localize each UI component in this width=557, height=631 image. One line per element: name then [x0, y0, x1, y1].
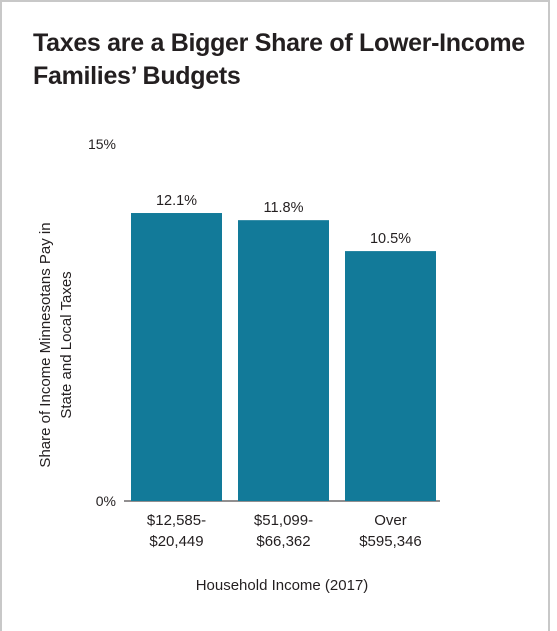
data-label-3: 10.5% — [370, 231, 411, 247]
y-axis-title-line-1: Share of Income Minnesotans Pay in — [37, 222, 54, 467]
bar-3 — [345, 251, 436, 501]
plot-area: 15% 0% Household Income (2017) Share of … — [37, 136, 440, 594]
y-tick-label-max: 15% — [88, 136, 116, 152]
y-tick-label-zero: 0% — [96, 493, 116, 509]
category-label-2-line-2: $66,362 — [256, 533, 310, 550]
y-axis-title-line-2: State and Local Taxes — [58, 271, 75, 418]
bar-2 — [238, 220, 329, 501]
category-label-3-line-2: $595,346 — [359, 533, 422, 550]
x-axis-title: Household Income (2017) — [196, 577, 369, 594]
data-label-1: 12.1% — [156, 193, 197, 209]
chart-title-line-1: Taxes are a Bigger Share of Lower-Income — [33, 29, 525, 57]
category-label-1-line-2: $20,449 — [149, 533, 203, 550]
category-label-3-line-1: Over — [374, 512, 407, 529]
category-label-1-line-1: $12,585- — [147, 512, 206, 529]
bar-1 — [131, 213, 222, 501]
data-label-2: 11.8% — [263, 200, 303, 216]
chart-title-line-2: Families’ Budgets — [33, 62, 241, 90]
chart-title: Taxes are a Bigger Share of Lower-Income… — [33, 27, 543, 93]
y-axis-title: Share of Income Minnesotans Pay in State… — [37, 222, 75, 467]
category-label-2-line-1: $51,099- — [254, 512, 313, 529]
bar-series: 12.1% $12,585- $20,449 11.8% $51,099- $66,362… — [131, 193, 436, 550]
